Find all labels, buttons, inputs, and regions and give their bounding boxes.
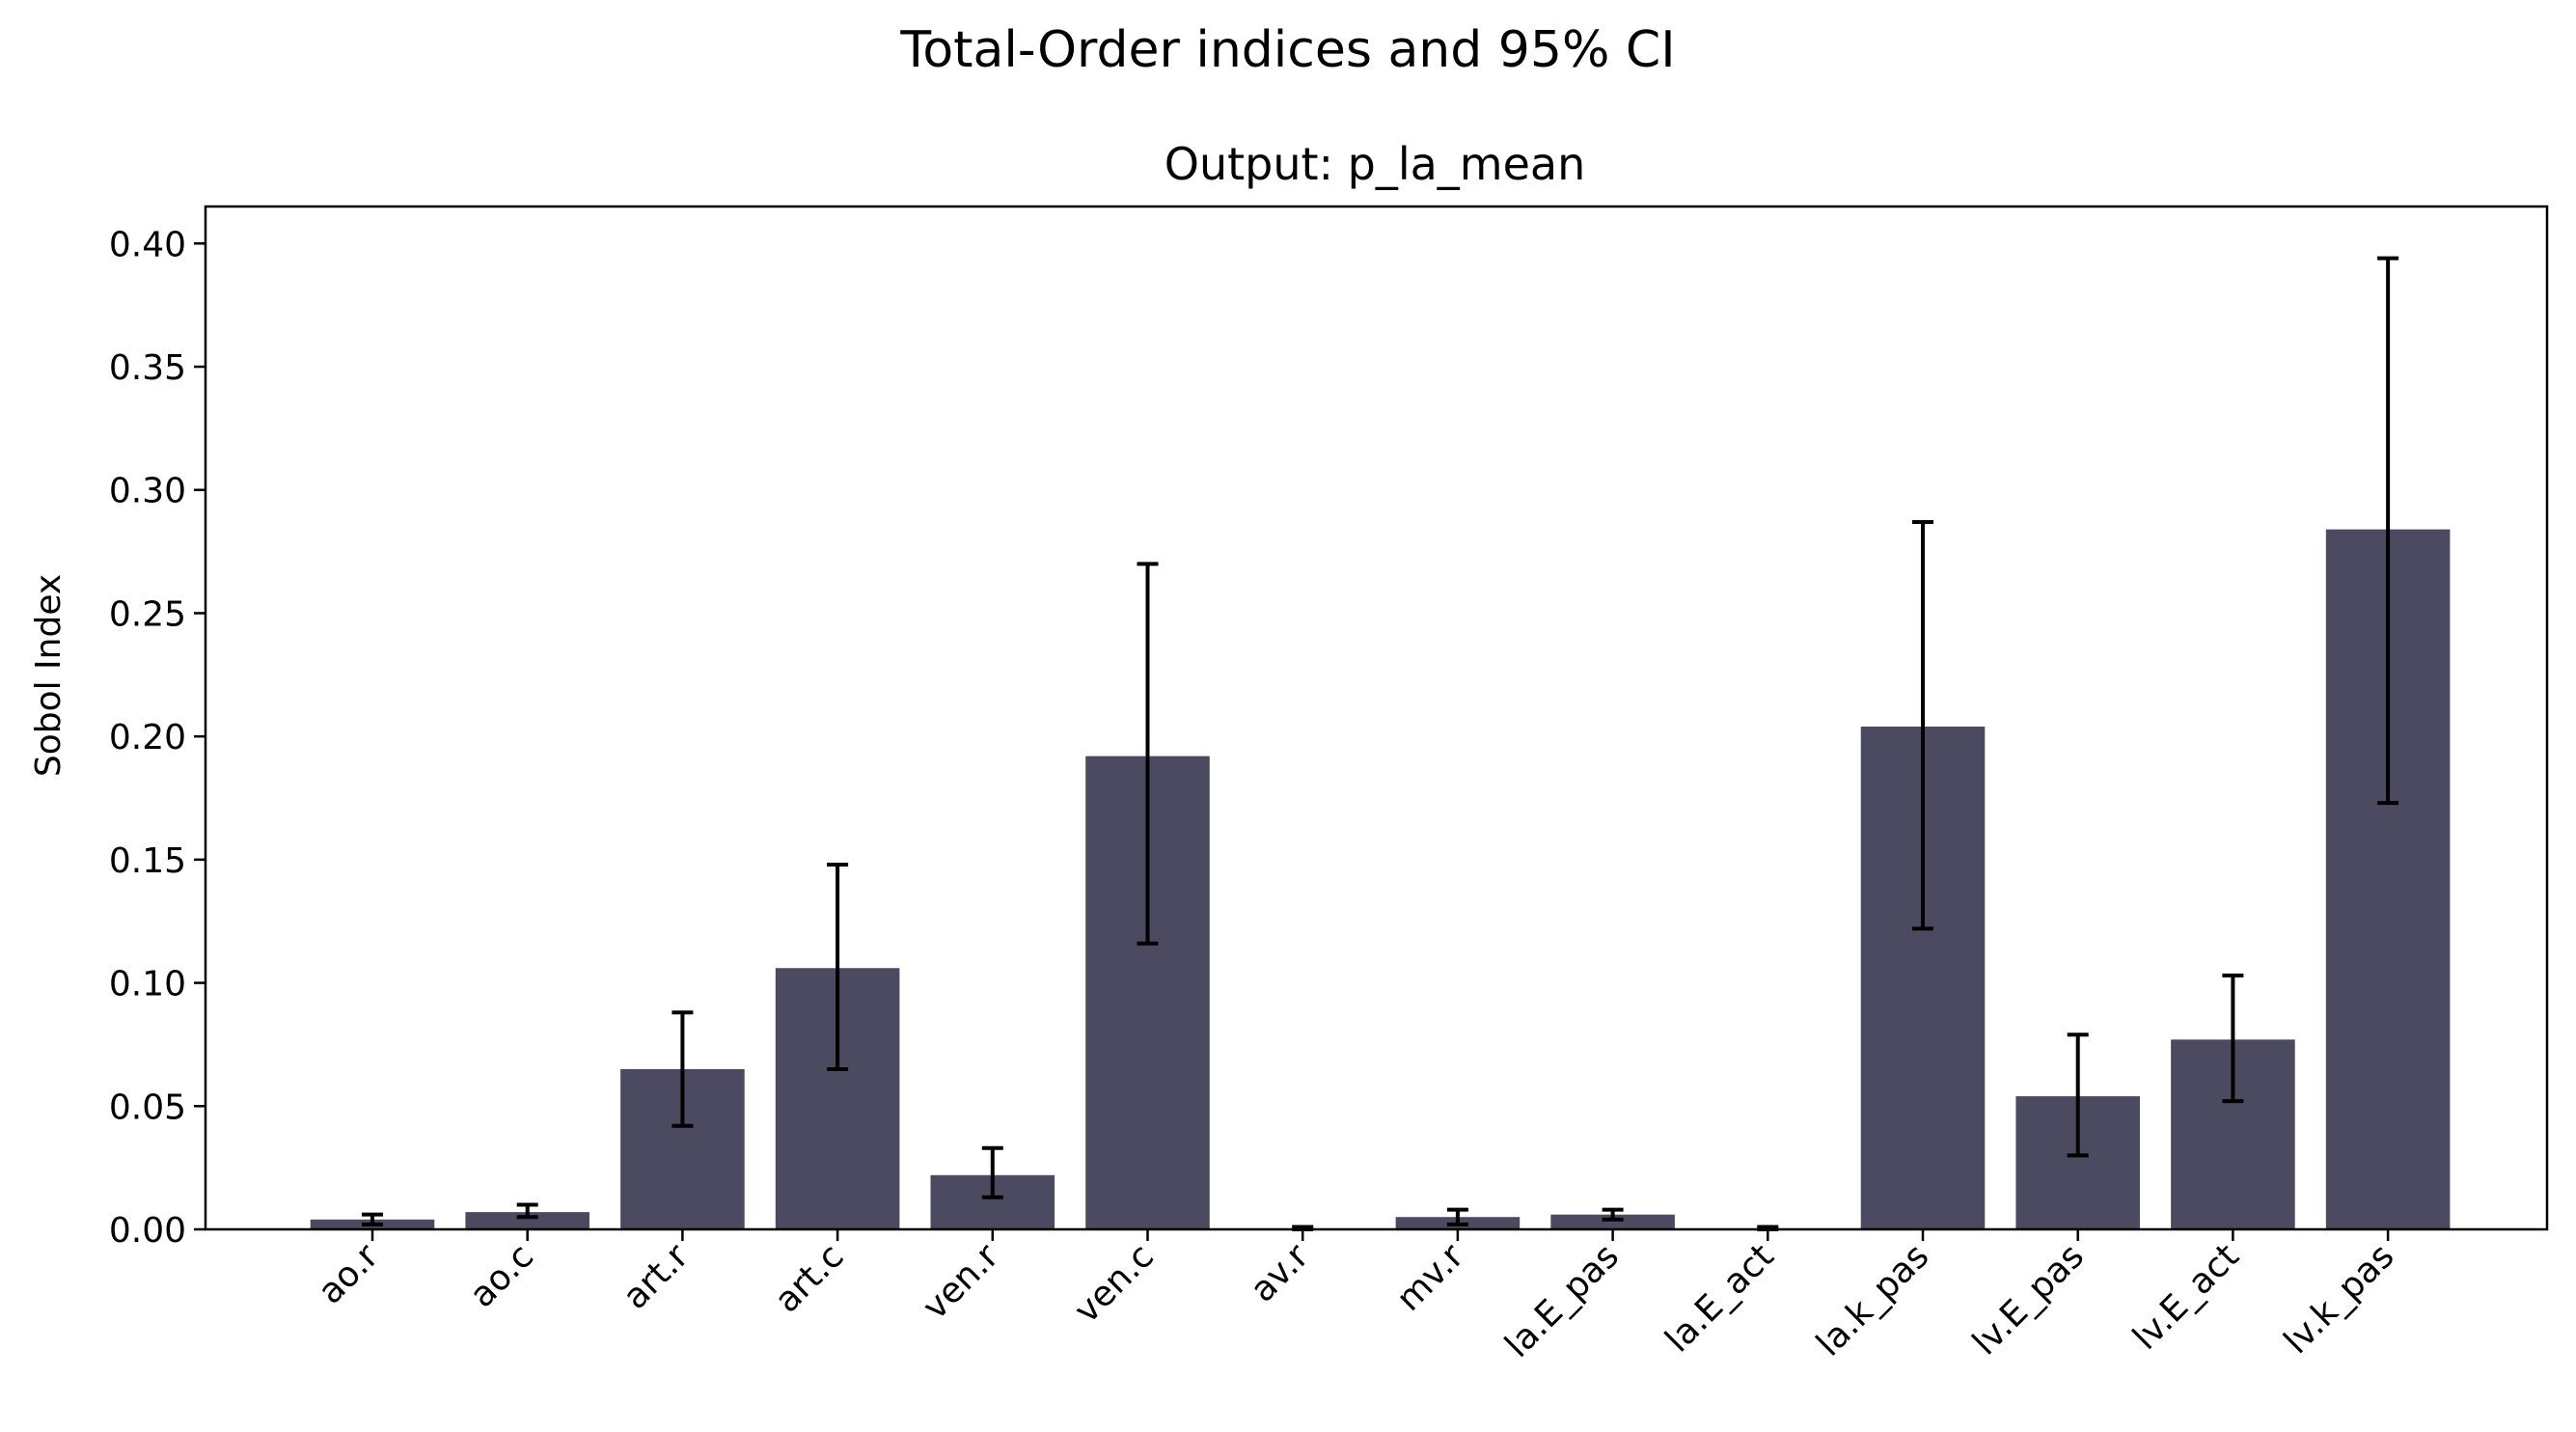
x-axis-ticks: ao.r ao.c art.r art.c ven.r ven.c av.r mv.r la.E…	[311, 1229, 2401, 1365]
y-tick-label: 0.35	[109, 348, 186, 388]
x-tick-label-ao.r: ao.r	[311, 1236, 386, 1311]
x-tick-label-art.r: art.r	[616, 1236, 697, 1317]
error-bars-group	[362, 256, 2399, 1231]
x-tick-label-ven.c: ven.c	[1067, 1236, 1162, 1331]
x-tick-label-av.r: av.r	[1243, 1236, 1316, 1309]
y-tick-label: 0.05	[109, 1088, 186, 1127]
y-tick-label: 0.30	[109, 472, 186, 511]
x-tick-label-la.E_act: la.E_act	[1658, 1236, 1782, 1360]
y-tick-label: 0.40	[109, 225, 186, 264]
x-tick-label-lv.k_pas: lv.k_pas	[2277, 1236, 2402, 1362]
y-axis-ticks: 0.00 0.05 0.10 0.15 0.20 0.25 0.30 0.35 0.40	[109, 225, 206, 1251]
y-axis-label: Sobol Index	[29, 574, 69, 777]
x-tick-label-mv.r: mv.r	[1389, 1236, 1472, 1319]
x-tick-label-ven.r: ven.r	[916, 1236, 1007, 1328]
figure-suptitle: Total-Order indices and 95% CI	[900, 21, 1676, 79]
x-tick-label-la.k_pas: la.k_pas	[1809, 1236, 1936, 1363]
bar-ao.c	[465, 1212, 589, 1229]
x-tick-label-la.E_pas: la.E_pas	[1497, 1236, 1627, 1365]
plot-frame	[204, 205, 2549, 1231]
y-tick-label: 0.00	[109, 1211, 186, 1251]
x-tick-label-ao.c: ao.c	[462, 1236, 541, 1315]
bar-la.E_pas	[1550, 1214, 1675, 1229]
y-tick-label: 0.25	[109, 594, 186, 634]
x-tick-label-lv.E_act: lv.E_act	[2125, 1236, 2247, 1358]
y-tick-label: 0.20	[109, 718, 186, 757]
y-tick-label: 0.15	[109, 841, 186, 881]
x-tick-label-art.c: art.c	[767, 1236, 851, 1320]
bars-group	[310, 529, 2451, 1229]
x-tick-label-lv.E_pas: lv.E_pas	[1965, 1236, 2092, 1363]
y-tick-label: 0.10	[109, 965, 186, 1005]
axes-title: Output: p_la_mean	[1165, 138, 1586, 190]
